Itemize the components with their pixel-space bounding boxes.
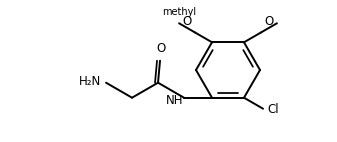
Text: methyl: methyl (162, 7, 196, 17)
Text: NH: NH (165, 94, 183, 107)
Text: H₂N: H₂N (79, 75, 101, 88)
Text: O: O (156, 42, 166, 55)
Text: O: O (182, 15, 192, 28)
Text: O: O (264, 15, 274, 28)
Text: Cl: Cl (267, 103, 279, 116)
